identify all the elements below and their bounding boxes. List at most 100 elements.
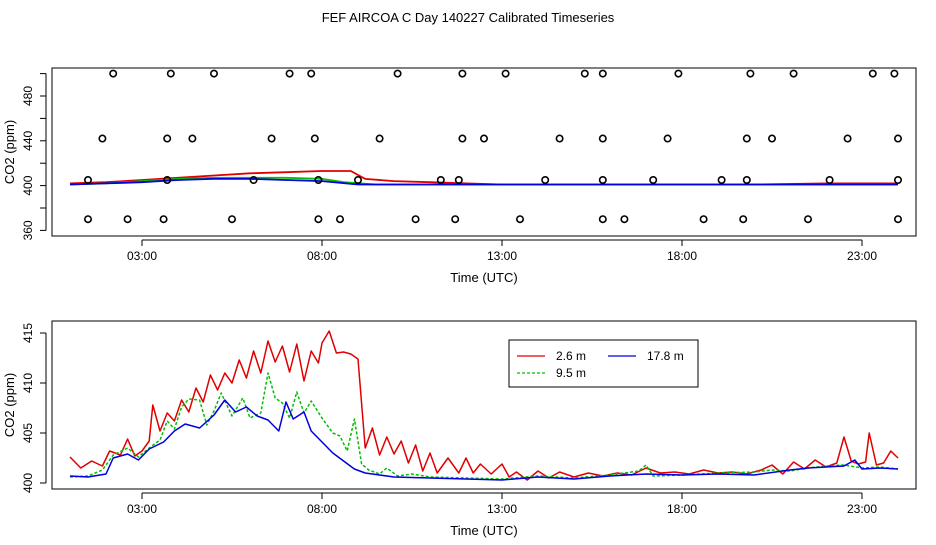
top-scatter-point bbox=[580, 69, 589, 78]
top-plot-frame bbox=[51, 67, 917, 237]
top-scatter-point bbox=[843, 134, 852, 143]
top-scatter-point bbox=[803, 215, 812, 224]
bottom-y-axis-label: CO2 (ppm) bbox=[2, 373, 17, 437]
top-scatter-point bbox=[767, 134, 776, 143]
top-y-tick-label: 360 bbox=[21, 220, 35, 240]
top-scatter-point bbox=[746, 69, 755, 78]
top-scatter-point bbox=[598, 69, 607, 78]
top-scatter-point bbox=[285, 69, 294, 78]
bottom-x-tick-label: 08:00 bbox=[307, 502, 337, 516]
top-scatter-point bbox=[598, 134, 607, 143]
bottom-series-line bbox=[69, 399, 899, 481]
bottom-series-line bbox=[69, 372, 899, 480]
top-scatter-point bbox=[501, 69, 510, 78]
top-x-tick-label: 08:00 bbox=[307, 249, 337, 263]
top-scatter-point bbox=[411, 215, 420, 224]
top-x-axis-label: Time (UTC) bbox=[450, 270, 517, 285]
top-scatter-point bbox=[458, 134, 467, 143]
bottom-x-tick-label: 18:00 bbox=[667, 502, 697, 516]
top-scatter-point bbox=[84, 215, 93, 224]
top-scatter-point bbox=[159, 215, 168, 224]
top-scatter-point bbox=[163, 176, 172, 185]
top-scatter-point bbox=[310, 134, 319, 143]
top-y-tick-label: 440 bbox=[21, 130, 35, 150]
top-scatter-point bbox=[890, 69, 899, 78]
legend: 2.6 m 9.5 m 17.8 m bbox=[508, 339, 699, 388]
legend-label-2-6m: 2.6 m bbox=[556, 349, 586, 363]
top-scatter-point bbox=[739, 215, 748, 224]
legend-label-9-5m: 9.5 m bbox=[556, 366, 586, 380]
top-scatter-point bbox=[451, 215, 460, 224]
top-scatter-point bbox=[598, 215, 607, 224]
legend-box bbox=[508, 339, 699, 388]
bottom-x-tick-label: 23:00 bbox=[847, 502, 877, 516]
top-scatter-point bbox=[893, 134, 902, 143]
top-y-tick-label: 480 bbox=[21, 86, 35, 106]
top-scatter-point bbox=[188, 134, 197, 143]
top-scatter-point bbox=[620, 215, 629, 224]
top-scatter-point bbox=[314, 215, 323, 224]
top-x-tick-label: 13:00 bbox=[487, 249, 517, 263]
bottom-y-axis: 400 405 410 415 bbox=[21, 323, 47, 493]
top-scatter-point bbox=[674, 69, 683, 78]
bottom-series-line bbox=[69, 330, 899, 481]
bottom-plot-frame bbox=[51, 320, 917, 490]
bottom-y-tick-label: 415 bbox=[21, 323, 35, 343]
top-scatter-point bbox=[335, 215, 344, 224]
top-scatter-point bbox=[375, 134, 384, 143]
top-scatter-point bbox=[228, 215, 237, 224]
top-scatter-point bbox=[166, 69, 175, 78]
bottom-x-axis-label: Time (UTC) bbox=[450, 523, 517, 538]
bottom-x-axis: 03:00 08:00 13:00 18:00 23:00 bbox=[127, 492, 877, 516]
bottom-x-tick-label: 13:00 bbox=[487, 502, 517, 516]
top-x-tick-label: 18:00 bbox=[667, 249, 697, 263]
bottom-x-tick-label: 03:00 bbox=[127, 502, 157, 516]
top-scatter-point bbox=[393, 69, 402, 78]
top-scatter-point bbox=[84, 176, 93, 185]
top-scatter-point bbox=[893, 215, 902, 224]
top-scatter-point bbox=[598, 176, 607, 185]
top-scatter-point bbox=[314, 176, 323, 185]
top-scatter-point bbox=[699, 215, 708, 224]
top-scatter-point bbox=[555, 134, 564, 143]
top-scatter-point bbox=[109, 69, 118, 78]
top-scatter-point bbox=[825, 176, 834, 185]
top-scatter-point bbox=[541, 176, 550, 185]
top-points-group bbox=[84, 69, 902, 224]
top-scatter-point bbox=[649, 176, 658, 185]
top-x-tick-label: 23:00 bbox=[847, 249, 877, 263]
top-x-axis: 03:00 08:00 13:00 18:00 23:00 bbox=[127, 239, 877, 263]
top-series-group bbox=[69, 170, 898, 186]
top-scatter-point bbox=[515, 215, 524, 224]
top-scatter-point bbox=[789, 69, 798, 78]
legend-label-17-8m: 17.8 m bbox=[647, 349, 684, 363]
top-scatter-point bbox=[267, 134, 276, 143]
top-scatter-point bbox=[717, 176, 726, 185]
top-panel: 03:00 08:00 13:00 18:00 23:00 360 400 440 480 T… bbox=[2, 67, 917, 285]
top-scatter-point bbox=[742, 176, 751, 185]
top-scatter-point bbox=[663, 134, 672, 143]
top-y-tick-label: 400 bbox=[21, 175, 35, 195]
top-scatter-point bbox=[98, 134, 107, 143]
top-scatter-point bbox=[210, 69, 219, 78]
top-series-line bbox=[69, 178, 898, 186]
top-x-tick-label: 03:00 bbox=[127, 249, 157, 263]
top-scatter-point bbox=[479, 134, 488, 143]
chart-title: FEF AIRCOA C Day 140227 Calibrated Times… bbox=[322, 10, 615, 25]
top-scatter-point bbox=[307, 69, 316, 78]
top-scatter-point bbox=[742, 134, 751, 143]
bottom-panel: 03:00 08:00 13:00 18:00 23:00 400 405 410 415 T… bbox=[2, 320, 917, 538]
bottom-series-group bbox=[69, 330, 899, 481]
top-scatter-point bbox=[163, 134, 172, 143]
top-y-axis: 360 400 440 480 bbox=[21, 73, 47, 240]
top-scatter-point bbox=[454, 176, 463, 185]
top-scatter-point bbox=[893, 176, 902, 185]
top-y-axis-label: CO2 (ppm) bbox=[2, 120, 17, 184]
bottom-y-tick-label: 405 bbox=[21, 423, 35, 443]
bottom-y-tick-label: 410 bbox=[21, 373, 35, 393]
top-scatter-point bbox=[353, 176, 362, 185]
top-scatter-point bbox=[458, 69, 467, 78]
top-scatter-point bbox=[868, 69, 877, 78]
top-scatter-point bbox=[436, 176, 445, 185]
